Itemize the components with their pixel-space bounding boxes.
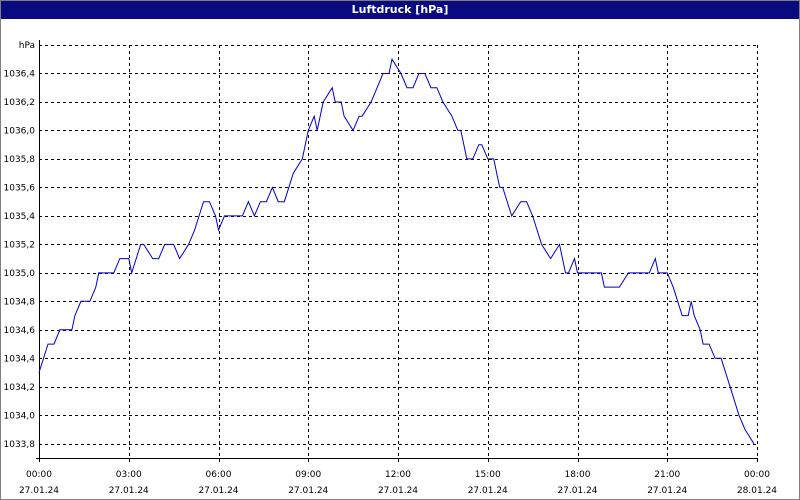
x-tick-date: 27.01.24 — [378, 486, 418, 496]
x-tick-date: 28.01.24 — [737, 486, 777, 496]
y-tick-label: 1033,8 — [4, 440, 36, 450]
y-tick-label: 1035,6 — [4, 183, 36, 193]
y-tick-label: hPa — [19, 41, 35, 51]
x-tick-date: 27.01.24 — [198, 486, 238, 496]
y-tick-label: 1034,8 — [4, 297, 36, 307]
x-tick-time: 09:00 — [295, 470, 321, 480]
chart-title: Luftdruck [hPa] — [1, 1, 799, 19]
y-tick-label: 1034,2 — [4, 383, 36, 393]
y-tick-label: 1034,6 — [4, 326, 36, 336]
x-tick-time: 06:00 — [206, 470, 232, 480]
y-tick-label: 1035,2 — [4, 240, 36, 250]
y-tick-label: 1035,8 — [4, 155, 36, 165]
x-tick-time: 03:00 — [116, 470, 142, 480]
y-tick-label: 1036,2 — [4, 98, 36, 108]
x-tick-date: 27.01.24 — [557, 486, 597, 496]
x-tick-time: 00:00 — [744, 470, 770, 480]
x-tick-date: 27.01.24 — [647, 486, 687, 496]
x-tick-date: 27.01.24 — [19, 486, 59, 496]
x-tick-date: 27.01.24 — [468, 486, 508, 496]
x-tick-date: 27.01.24 — [288, 486, 328, 496]
x-tick-time: 18:00 — [565, 470, 591, 480]
x-tick-date: 27.01.24 — [109, 486, 149, 496]
x-tick-time: 12:00 — [385, 470, 411, 480]
y-tick-label: 1036,4 — [4, 69, 36, 79]
pressure-series-line — [38, 57, 755, 445]
x-tick-time: 00:00 — [26, 470, 52, 480]
y-tick-label: 1036,0 — [4, 126, 36, 136]
y-tick-label: 1034,0 — [4, 411, 36, 421]
x-tick-time: 21:00 — [654, 470, 680, 480]
x-tick-time: 15:00 — [475, 470, 501, 480]
y-tick-label: 1035,0 — [4, 269, 36, 279]
y-tick-label: 1035,4 — [4, 212, 36, 222]
y-tick-label: 1034,4 — [4, 354, 36, 364]
